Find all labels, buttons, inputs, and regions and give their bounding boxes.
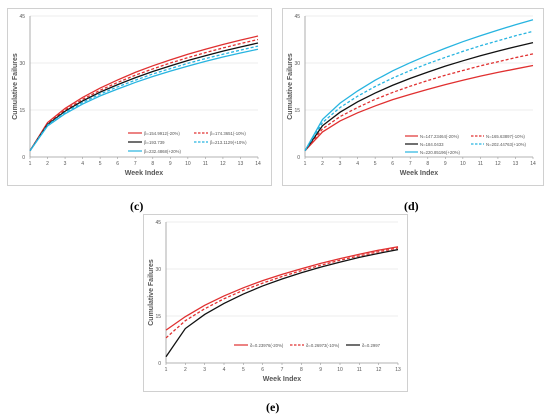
y-tick-label-2: 30 [294,61,300,67]
series-line-2 [29,42,259,152]
legend-label-3: N=202.44763(+10%) [486,142,526,147]
x-tick-label-0: 1 [165,367,168,373]
series-line-0 [165,246,399,331]
legend-label-0: δ=0.23976(-20%) [250,343,284,348]
x-tick-label-13: 14 [255,161,261,167]
series-line-4 [304,19,534,152]
x-tick-label-6: 7 [281,367,284,373]
x-tick-label-8: 9 [319,367,322,373]
series-line-3 [304,30,534,152]
x-tick-label-4: 5 [99,161,102,167]
x-tick-label-2: 3 [339,161,342,167]
x-tick-label-13: 14 [530,161,536,167]
y-tick-label-0: 0 [297,155,300,161]
series-line-1 [165,247,399,339]
chart-panel-e: 0 15 30 45 1 2 3 4 5 6 7 8 9 10 11 12 13 Week Index Cumula… [143,214,408,392]
legend-label-1: δ=0.26973(-10%) [306,343,340,348]
legend-label-2: N=184.0433 [420,142,444,147]
y-axis-label: Cumulative Failures [12,53,19,120]
x-tick-label-12: 13 [395,367,401,373]
series-line-1 [29,38,259,152]
x-tick-label-0: 1 [304,161,307,167]
series-line-2 [165,248,399,358]
y-tick-label-2: 30 [155,267,161,273]
y-tick-label-3: 45 [155,220,161,226]
series-line-1 [304,53,534,152]
caption-e: (e) [266,400,280,414]
x-tick-label-6: 7 [134,161,137,167]
x-axis-label: Week Index [263,376,301,383]
y-tick-label-1: 15 [19,108,25,114]
x-tick-label-8: 9 [444,161,447,167]
x-tick-label-4: 5 [242,367,245,373]
x-tick-label-6: 7 [409,161,412,167]
x-tick-label-5: 6 [261,367,264,373]
y-tick-label-0: 0 [22,155,25,161]
x-tick-label-11: 12 [376,367,382,373]
x-tick-label-2: 3 [64,161,67,167]
x-tick-label-1: 2 [46,161,49,167]
series-line-0 [304,64,534,152]
legend-label-4: N=220.85196(+20%) [420,150,460,155]
x-tick-label-3: 4 [356,161,359,167]
y-tick-label-3: 45 [19,14,25,20]
x-tick-label-11: 12 [220,161,226,167]
y-tick-label-3: 45 [294,14,300,20]
legend-label-0: N=147.23464(-20%) [420,134,459,139]
x-tick-label-2: 3 [203,367,206,373]
x-tick-label-12: 13 [513,161,519,167]
x-tick-label-3: 4 [81,161,84,167]
series-line-3 [29,45,259,152]
y-tick-label-1: 15 [155,314,161,320]
x-tick-label-7: 8 [300,367,303,373]
x-tick-label-3: 4 [223,367,226,373]
x-tick-label-12: 13 [238,161,244,167]
chart-panel-d: 0 15 30 45 1 2 3 4 5 6 7 8 9 10 11 12 13 14 Week Index Cumu… [282,8,544,186]
legend-label-1: N=165.63897(-10%) [486,134,525,139]
caption-c: (c) [130,199,144,213]
x-tick-label-0: 1 [29,161,32,167]
x-tick-label-9: 10 [337,367,343,373]
y-axis-label: Cumulative Failures [148,259,155,326]
chart-panel-c: 0 15 30 45 1 2 3 4 5 6 7 8 9 10 11 12 13 14 Week Index Cumu… [7,8,272,186]
series-line-4 [29,48,259,152]
legend-label-1: β=174.3651(-10%) [210,131,246,136]
legend-label-4: β=232.4868(+20%) [144,149,181,154]
legend-label-3: β=213.1129(+10%) [210,140,247,145]
caption-d: (d) [404,199,419,213]
legend-label-2: β=193.739 [144,140,165,145]
legend-label-0: β=154.9912(-20%) [144,131,180,136]
series-line-2 [304,41,534,152]
x-tick-label-10: 11 [478,161,483,167]
x-tick-label-9: 10 [185,161,191,167]
x-axis-label: Week Index [125,170,163,177]
series-line-0 [29,35,259,152]
x-tick-label-11: 12 [495,161,501,167]
x-tick-label-9: 10 [460,161,466,167]
x-axis-label: Week Index [400,170,438,177]
x-tick-label-5: 6 [116,161,119,167]
x-tick-label-8: 9 [169,161,172,167]
y-tick-label-0: 0 [158,361,161,367]
x-tick-label-4: 5 [374,161,377,167]
legend-label-2: δ=0.2997 [362,343,381,348]
x-tick-label-7: 8 [426,161,429,167]
x-tick-label-1: 2 [184,367,187,373]
y-tick-label-2: 30 [19,61,25,67]
x-tick-label-10: 11 [203,161,208,167]
x-tick-label-10: 11 [357,367,362,373]
x-tick-label-7: 8 [151,161,154,167]
x-tick-label-1: 2 [321,161,324,167]
y-tick-label-1: 15 [294,108,300,114]
y-axis-label: Cumulative Failures [287,53,294,120]
x-tick-label-5: 6 [391,161,394,167]
